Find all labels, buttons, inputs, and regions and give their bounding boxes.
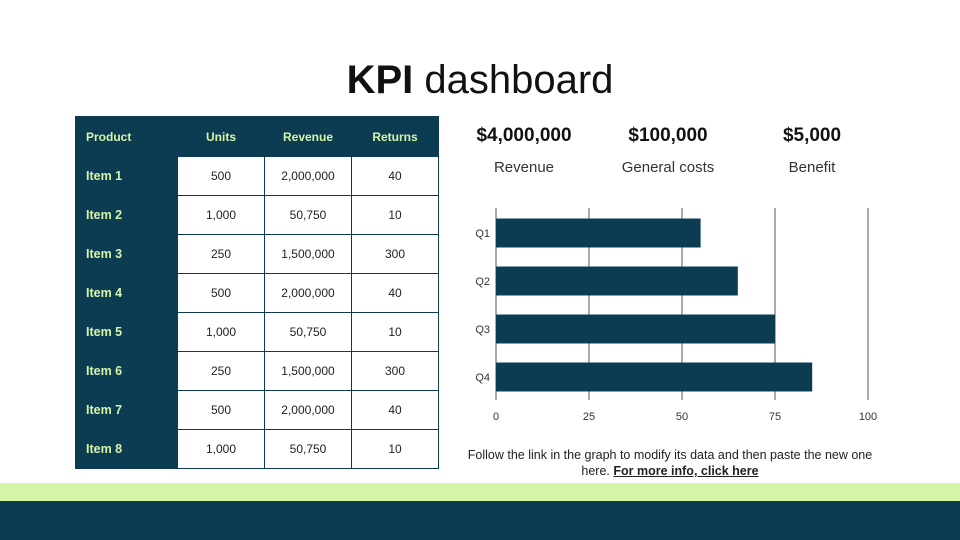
returns-cell: 40 bbox=[351, 273, 439, 313]
metric-label: Revenue bbox=[493, 159, 555, 176]
table-row: Item 7 500 2,000,000 40 bbox=[75, 390, 439, 430]
y-tick-label: Q1 bbox=[475, 228, 490, 240]
table-row: Item 3 250 1,500,000 300 bbox=[75, 234, 439, 274]
product-cell: Item 6 bbox=[75, 351, 178, 391]
revenue-cell: 1,500,000 bbox=[264, 234, 352, 274]
metric-benefit: $5,000 Benefit bbox=[737, 124, 887, 177]
units-cell: 1,000 bbox=[177, 195, 265, 235]
chart-note: Follow the link in the graph to modify i… bbox=[462, 447, 878, 479]
product-cell: Item 7 bbox=[75, 390, 178, 430]
x-tick-label: 25 bbox=[583, 411, 595, 423]
units-cell: 1,000 bbox=[177, 429, 265, 469]
metric-revenue: $4,000,000 Revenue bbox=[449, 124, 599, 177]
x-tick-label: 0 bbox=[493, 411, 499, 423]
revenue-cell: 2,000,000 bbox=[264, 390, 352, 430]
metric-label: Benefit bbox=[788, 159, 836, 176]
revenue-cell: 50,750 bbox=[264, 195, 352, 235]
footer-band bbox=[0, 501, 960, 540]
units-cell: 500 bbox=[177, 390, 265, 430]
returns-cell: 10 bbox=[351, 429, 439, 469]
quarterly-bar-chart[interactable]: 0 25 50 75 100 Q1 Q2 Q3 Q4 bbox=[460, 200, 890, 432]
kpi-table: Product Units Revenue Returns Item 1 500… bbox=[75, 116, 439, 469]
table-header-row: Product Units Revenue Returns bbox=[75, 116, 439, 157]
bar-q4[interactable] bbox=[496, 362, 813, 392]
returns-cell: 10 bbox=[351, 195, 439, 235]
product-cell: Item 2 bbox=[75, 195, 178, 235]
revenue-cell: 2,000,000 bbox=[264, 156, 352, 196]
table-row: Item 2 1,000 50,750 10 bbox=[75, 195, 439, 235]
header-returns: Returns bbox=[351, 116, 439, 157]
product-cell: Item 8 bbox=[75, 429, 178, 469]
units-cell: 500 bbox=[177, 156, 265, 196]
header-product: Product bbox=[75, 116, 178, 157]
metric-value: $5,000 bbox=[782, 125, 842, 146]
header-units: Units bbox=[177, 116, 265, 157]
product-cell: Item 3 bbox=[75, 234, 178, 274]
table-row: Item 6 250 1,500,000 300 bbox=[75, 351, 439, 391]
returns-cell: 40 bbox=[351, 156, 439, 196]
bar-q1[interactable] bbox=[496, 218, 701, 248]
title-bold: KPI bbox=[346, 58, 414, 102]
units-cell: 1,000 bbox=[177, 312, 265, 352]
units-cell: 500 bbox=[177, 273, 265, 313]
metric-general-costs: $100,000 General costs bbox=[593, 124, 743, 177]
x-tick-label: 50 bbox=[676, 411, 688, 423]
units-cell: 250 bbox=[177, 351, 265, 391]
revenue-cell: 50,750 bbox=[264, 429, 352, 469]
product-cell: Item 5 bbox=[75, 312, 178, 352]
more-info-link[interactable]: For more info, click here bbox=[613, 464, 759, 478]
note-text: Follow the link in the graph to modify i… bbox=[467, 448, 873, 478]
y-tick-label: Q2 bbox=[475, 276, 490, 288]
returns-cell: 10 bbox=[351, 312, 439, 352]
bar-q3[interactable] bbox=[496, 314, 775, 344]
table-row: Item 8 1,000 50,750 10 bbox=[75, 429, 439, 469]
metric-value: $100,000 bbox=[628, 125, 708, 146]
metric-value: $4,000,000 bbox=[476, 125, 572, 146]
title-light: dashboard bbox=[424, 58, 614, 102]
page-title: KPI dashboard bbox=[0, 56, 960, 104]
product-cell: Item 1 bbox=[75, 156, 178, 196]
returns-cell: 40 bbox=[351, 390, 439, 430]
table-row: Item 5 1,000 50,750 10 bbox=[75, 312, 439, 352]
returns-cell: 300 bbox=[351, 234, 439, 274]
units-cell: 250 bbox=[177, 234, 265, 274]
returns-cell: 300 bbox=[351, 351, 439, 391]
table-row: Item 4 500 2,000,000 40 bbox=[75, 273, 439, 313]
revenue-cell: 2,000,000 bbox=[264, 273, 352, 313]
revenue-cell: 50,750 bbox=[264, 312, 352, 352]
y-tick-label: Q4 bbox=[475, 372, 490, 384]
header-revenue: Revenue bbox=[264, 116, 352, 157]
x-tick-label: 100 bbox=[859, 411, 877, 423]
y-tick-label: Q3 bbox=[475, 324, 490, 336]
table-row: Item 1 500 2,000,000 40 bbox=[75, 156, 439, 196]
x-tick-label: 75 bbox=[769, 411, 781, 423]
revenue-cell: 1,500,000 bbox=[264, 351, 352, 391]
product-cell: Item 4 bbox=[75, 273, 178, 313]
footer-accent-band bbox=[0, 483, 960, 501]
metric-label: General costs bbox=[621, 159, 715, 176]
bar-q2[interactable] bbox=[496, 266, 738, 296]
